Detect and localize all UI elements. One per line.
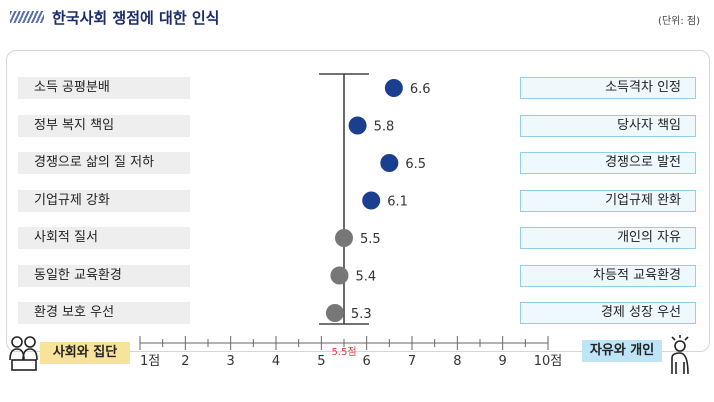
x-tick-label: 6 (363, 354, 371, 369)
data-point (380, 154, 399, 172)
midpoint-label: 5.5점 (331, 346, 356, 358)
chart-title: 한국사회 쟁점에 대한 인식 (52, 8, 220, 27)
data-point (384, 79, 403, 97)
data-point (330, 266, 349, 285)
x-tick-label: 9 (499, 354, 507, 369)
data-label: 6.6 (410, 82, 431, 97)
x-tick-label: 10점 (534, 354, 563, 369)
right-label: 경제 성장 우선 (520, 302, 696, 324)
right-label: 개인의 자유 (520, 227, 696, 249)
legend-left-tag: 사회와 집단 (40, 342, 130, 364)
data-point (335, 229, 353, 247)
right-label: 경쟁으로 발전 (520, 152, 696, 174)
right-label: 소득격차 인정 (520, 77, 696, 99)
right-label: 차등적 교육환경 (520, 264, 696, 287)
chart-header: 한국사회 쟁점에 대한 인식 (10, 4, 219, 30)
x-tick-label: 1점 (140, 354, 160, 369)
data-point (362, 191, 381, 210)
left-label: 소득 공평분배 (18, 77, 190, 99)
unit-label: (단위: 점) (658, 16, 700, 27)
left-label: 경쟁으로 삶의 질 저하 (18, 152, 190, 174)
right-label: 당사자 책임 (520, 114, 696, 137)
left-label: 정부 복지 책임 (18, 114, 190, 137)
data-label: 5.3 (351, 307, 372, 322)
x-tick-label: 7 (408, 354, 416, 369)
x-tick-label: 2 (181, 354, 189, 369)
legend-right-tag: 자유와 개인 (582, 340, 662, 362)
left-label: 사회적 질서 (18, 227, 190, 249)
x-tick-label: 5 (317, 354, 325, 369)
data-label: 5.8 (374, 120, 395, 135)
x-tick-label: 4 (272, 354, 280, 369)
x-tick-label: 8 (453, 354, 461, 369)
left-label: 환경 보호 우선 (18, 302, 190, 324)
data-point (348, 116, 367, 135)
data-label: 5.5 (360, 232, 381, 247)
data-point (325, 304, 344, 322)
left-label: 동일한 교육환경 (18, 264, 190, 287)
data-label: 6.1 (387, 195, 408, 210)
x-tick-label: 3 (227, 354, 235, 369)
title-stripes-icon (10, 11, 44, 23)
data-label: 5.4 (355, 270, 376, 285)
data-label: 6.5 (405, 157, 426, 172)
right-label: 기업규제 완화 (520, 189, 696, 212)
left-label: 기업규제 강화 (18, 189, 190, 212)
